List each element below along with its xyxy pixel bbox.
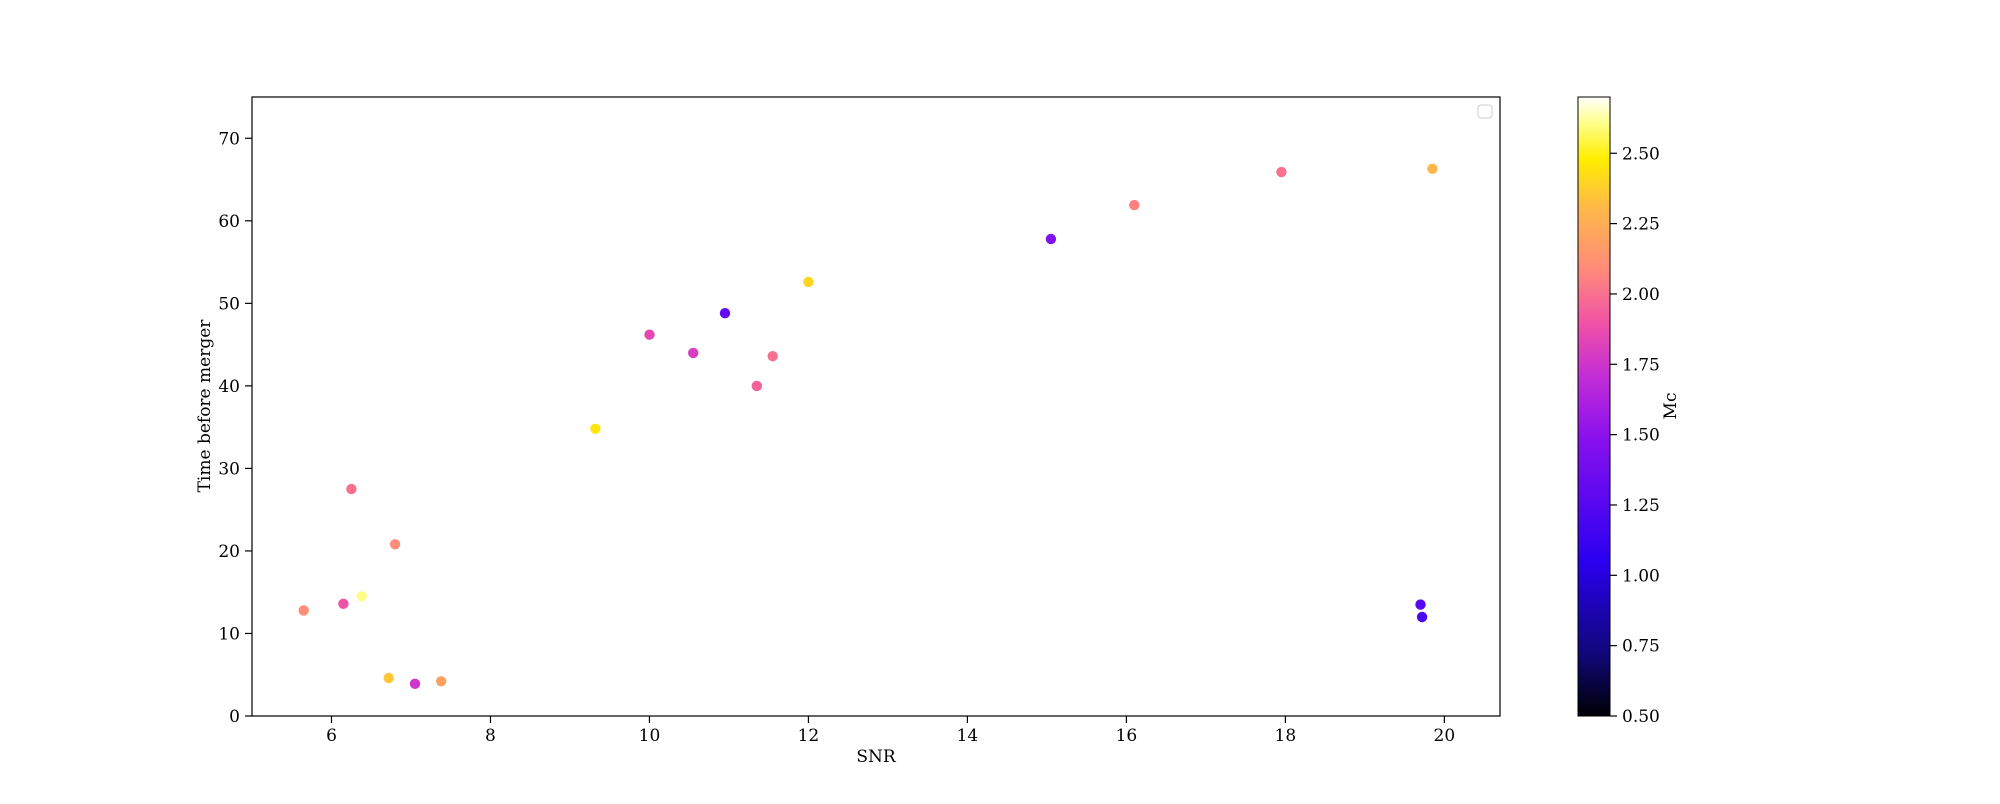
scatter-point (1129, 199, 1140, 211)
scatter-point (1276, 166, 1287, 178)
x-tick-label: 10 (639, 726, 661, 746)
colorbar-ticks: 0.50 0.75 1.00 1.25 1.50 1.75 2.00 2.25 2.50 (1610, 144, 1660, 727)
scatter-point (298, 605, 309, 616)
scatter-point (346, 483, 357, 495)
x-axis-ticks: 6 8 10 12 14 16 18 20 (326, 716, 1455, 746)
x-tick-label: 14 (957, 726, 979, 746)
x-tick-label: 8 (485, 726, 496, 746)
colorbar-label: Mc (1661, 393, 1681, 420)
colorbar-tick-label: 1.00 (1622, 566, 1660, 586)
x-tick-label: 6 (326, 726, 337, 746)
scatter-point (644, 329, 655, 340)
colorbar-tick-label: 2.50 (1622, 144, 1660, 164)
scatter-point (1415, 599, 1426, 610)
scatter-point (356, 591, 367, 602)
scatter-point (688, 347, 699, 359)
y-tick-label: 10 (218, 624, 240, 644)
scatter-point (389, 539, 401, 550)
y-tick-label: 50 (218, 294, 240, 314)
y-tick-label: 40 (218, 377, 240, 397)
colorbar-tick-label: 2.25 (1622, 215, 1660, 235)
plot-frame (251, 96, 1501, 717)
colorbar (1577, 96, 1611, 717)
y-tick-label: 60 (218, 212, 240, 232)
colorbar-tick-label: 1.25 (1622, 496, 1660, 516)
colorbar-tick-label: 0.75 (1622, 637, 1660, 657)
colorbar-tick-label: 1.50 (1622, 426, 1660, 446)
x-tick-label: 12 (798, 726, 820, 746)
scatter-point (338, 598, 349, 609)
scatter-point (719, 308, 731, 319)
y-tick-label: 0 (229, 707, 240, 727)
y-tick-label: 20 (218, 542, 240, 562)
scatter-point (383, 672, 394, 684)
x-axis-label: SNR (856, 747, 897, 767)
scatter-point (751, 380, 762, 392)
y-axis-label: Time before merger (195, 319, 215, 493)
colorbar-tick-label: 1.75 (1622, 355, 1660, 375)
scatter-point (1427, 163, 1438, 174)
scatter-point (409, 678, 421, 689)
colorbar-tick-label: 0.50 (1622, 707, 1660, 727)
x-tick-label: 16 (1116, 726, 1138, 746)
scatter-point (590, 423, 601, 434)
y-tick-label: 70 (218, 129, 240, 149)
x-tick-label: 20 (1434, 726, 1456, 746)
x-tick-label: 18 (1275, 726, 1297, 746)
y-tick-label: 30 (218, 459, 240, 479)
scatter-point (803, 276, 814, 288)
y-axis-ticks: 0 10 20 30 40 50 60 70 (218, 129, 252, 727)
scatter-point (767, 351, 778, 362)
scatter-point (1045, 233, 1057, 245)
scatter-point (436, 676, 447, 687)
scatter-points (298, 163, 1438, 689)
legend-box (1477, 104, 1493, 119)
scatter-point (1416, 611, 1428, 623)
colorbar-tick-label: 2.00 (1622, 285, 1660, 305)
